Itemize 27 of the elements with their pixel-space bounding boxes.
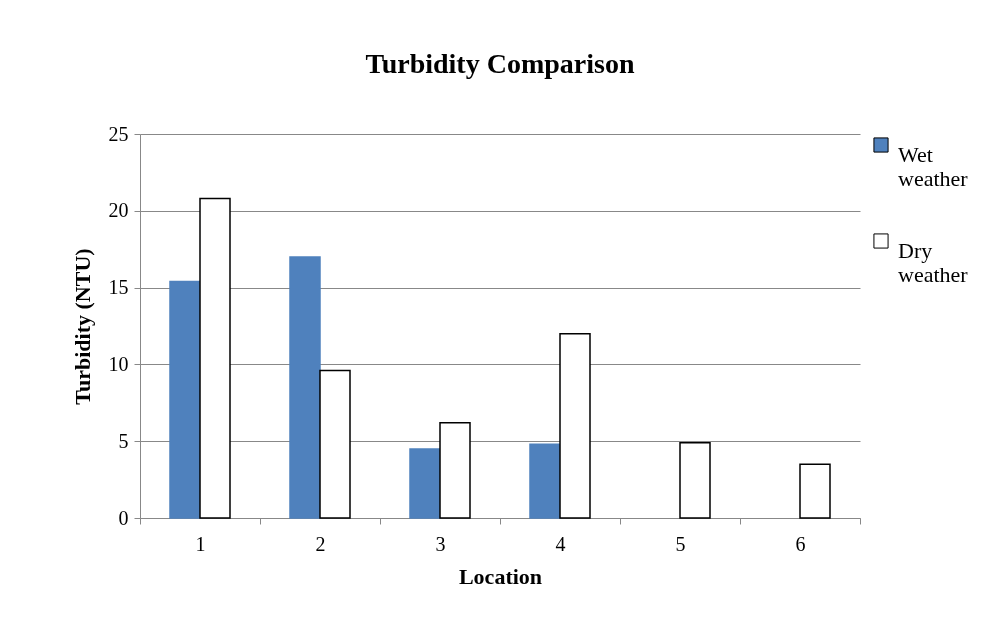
y-axis-title: Turbidity (NTU) [69,248,95,405]
y-tick-label: 5 [118,429,129,452]
y-tick-label: 0 [118,506,129,529]
y-tick-label: 10 [108,352,129,375]
x-tick-label: 6 [795,532,806,555]
bar [439,422,471,519]
bar [409,448,441,519]
bar [529,443,561,519]
bar [799,463,831,519]
bar [319,369,351,519]
bar [289,256,321,519]
chart-title: Turbidity Comparison [365,48,635,79]
legend-label: Dry weather [898,238,969,287]
legend-label: Wet weather [898,142,969,191]
x-tick-label: 4 [555,532,566,555]
bar [679,441,711,519]
bar [199,197,231,519]
x-axis-title: Location [458,563,543,589]
x-tick-label: 2 [315,532,326,555]
x-tick-label: 3 [435,532,446,555]
x-tick-label: 1 [195,532,206,555]
y-tick-label: 20 [108,199,129,222]
bar [559,332,591,519]
y-tick-label: 25 [108,122,129,145]
x-tick-label: 5 [675,532,686,555]
bar [169,280,201,519]
y-tick-label: 15 [108,276,129,299]
